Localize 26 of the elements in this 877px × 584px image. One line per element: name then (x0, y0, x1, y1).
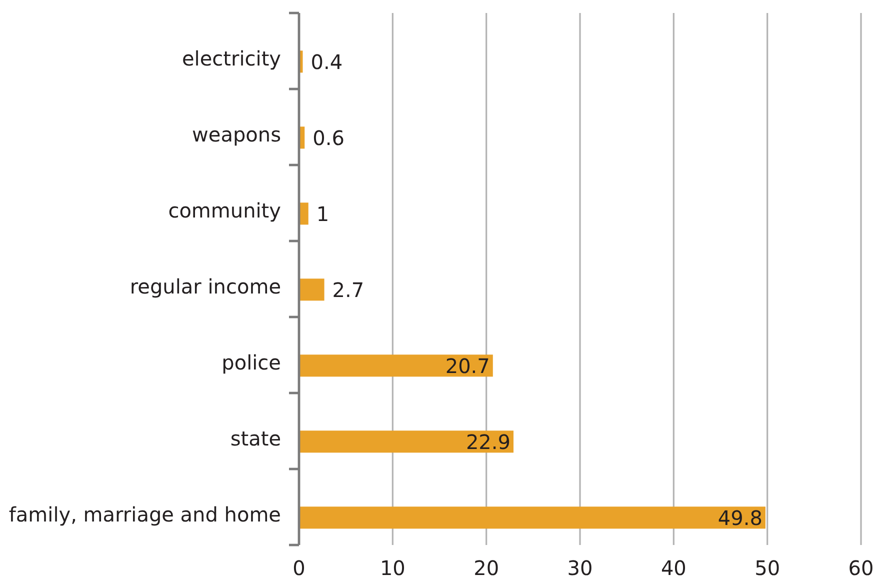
bar (299, 354, 493, 377)
y-tick-label: family, marriage and home (8, 502, 281, 527)
data-label: 2.7 (332, 278, 364, 302)
y-tick-label: weapons (192, 122, 281, 147)
data-label: 0.6 (312, 126, 344, 150)
data-label: 20.7 (445, 354, 490, 378)
y-tick-label: community (168, 198, 282, 223)
y-tick-label: state (230, 426, 281, 451)
data-label: 22.9 (466, 430, 510, 454)
y-tick-label: police (222, 350, 281, 375)
x-tick-label: 0 (292, 556, 306, 580)
x-tick-label: 30 (567, 556, 593, 580)
bar (299, 430, 514, 453)
x-tick-label: 20 (474, 556, 500, 580)
data-label: 49.8 (718, 506, 762, 530)
data-label: 0.4 (310, 50, 343, 74)
x-tick-label: 10 (380, 556, 406, 580)
bar (299, 506, 766, 529)
y-tick-label: electricity (182, 46, 282, 71)
bar (299, 202, 308, 225)
x-tick-label: 40 (660, 556, 686, 580)
x-tick-label: 60 (848, 556, 874, 580)
y-tick-label: regular income (130, 274, 281, 299)
bar (299, 278, 324, 301)
x-tick-label: 50 (754, 556, 780, 580)
data-label: 1 (316, 202, 330, 226)
